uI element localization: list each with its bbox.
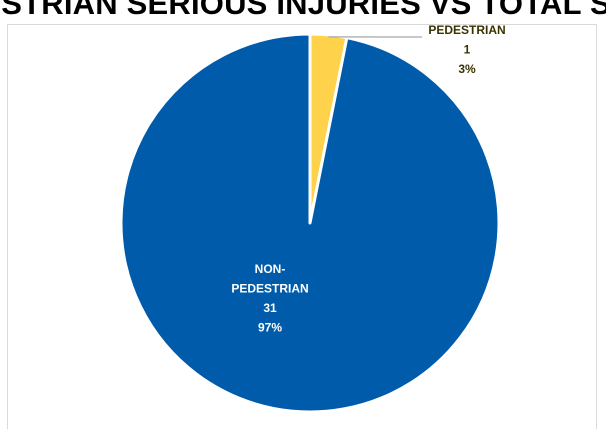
slice-label-line: NON- (255, 262, 286, 276)
pie-slice-non-pedestrian (119, 32, 501, 414)
plot-area-border (7, 24, 597, 429)
slice-label-line: PEDESTRIAN (231, 282, 308, 296)
slice-label-pedestrian: PEDESTRIAN 1 3% (428, 23, 505, 76)
slice-label-line: 1 (464, 43, 471, 57)
pie-slices (119, 32, 501, 414)
slice-label-line: 3% (458, 62, 476, 76)
slice-labels: PEDESTRIAN 1 3% NON- PEDESTRIAN 31 97% (231, 23, 505, 335)
slice-label-non-pedestrian: NON- PEDESTRIAN 31 97% (231, 262, 308, 335)
slice-label-line: PEDESTRIAN (428, 23, 505, 37)
slice-label-line: 31 (263, 301, 277, 315)
chart-title: PEDESTRIAN SERIOUS INJURIES VS TOTAL SER… (0, 0, 606, 21)
slice-label-line: 97% (258, 321, 282, 335)
